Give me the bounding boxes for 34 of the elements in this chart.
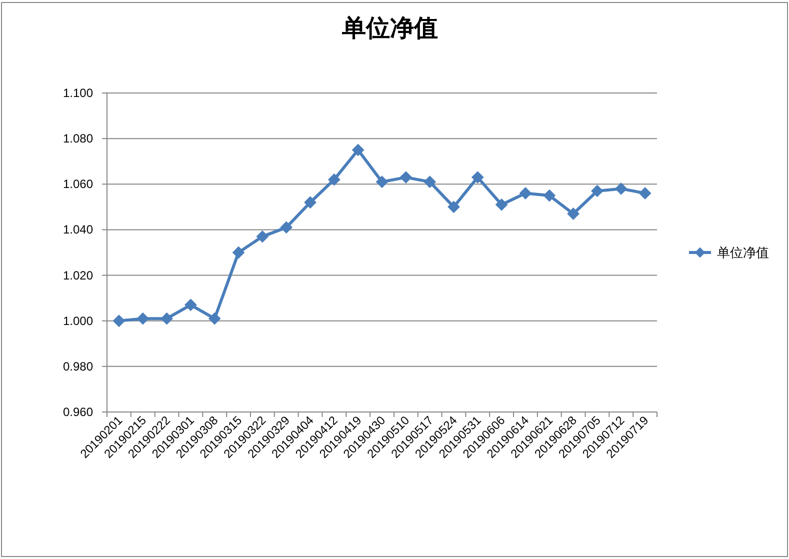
point: [472, 171, 484, 184]
point: [615, 182, 628, 195]
point: [304, 196, 316, 208]
point: [639, 187, 652, 200]
point: [256, 230, 268, 243]
point: [160, 312, 173, 325]
point: [519, 187, 532, 200]
y-tick-label: 1.100: [62, 86, 94, 100]
point: [376, 176, 388, 188]
point: [328, 174, 340, 186]
y-tick-label: 1.060: [62, 177, 94, 192]
point: [280, 221, 292, 234]
y-tick-label: 1.000: [62, 314, 94, 328]
y-tick-label: 1.020: [62, 268, 94, 282]
point: [352, 144, 364, 156]
y-tick-label: 0.960: [62, 405, 94, 419]
point: [591, 184, 604, 197]
y-tick-label: 0.980: [62, 359, 94, 374]
point: [543, 190, 556, 202]
legend: 单位净值: [689, 245, 769, 260]
point: [232, 246, 245, 258]
point: [567, 208, 580, 220]
point: [400, 171, 412, 184]
point: [184, 298, 197, 311]
legend-label: 单位净值: [717, 245, 769, 260]
point: [496, 198, 508, 211]
y-tick-label: 1.040: [62, 222, 94, 237]
point: [424, 176, 436, 188]
chart-title: 单位净值: [341, 15, 438, 42]
y-tick-label: 1.080: [62, 132, 94, 146]
point: [136, 312, 149, 325]
point: [208, 312, 221, 325]
point: [448, 200, 460, 213]
point: [112, 314, 125, 327]
